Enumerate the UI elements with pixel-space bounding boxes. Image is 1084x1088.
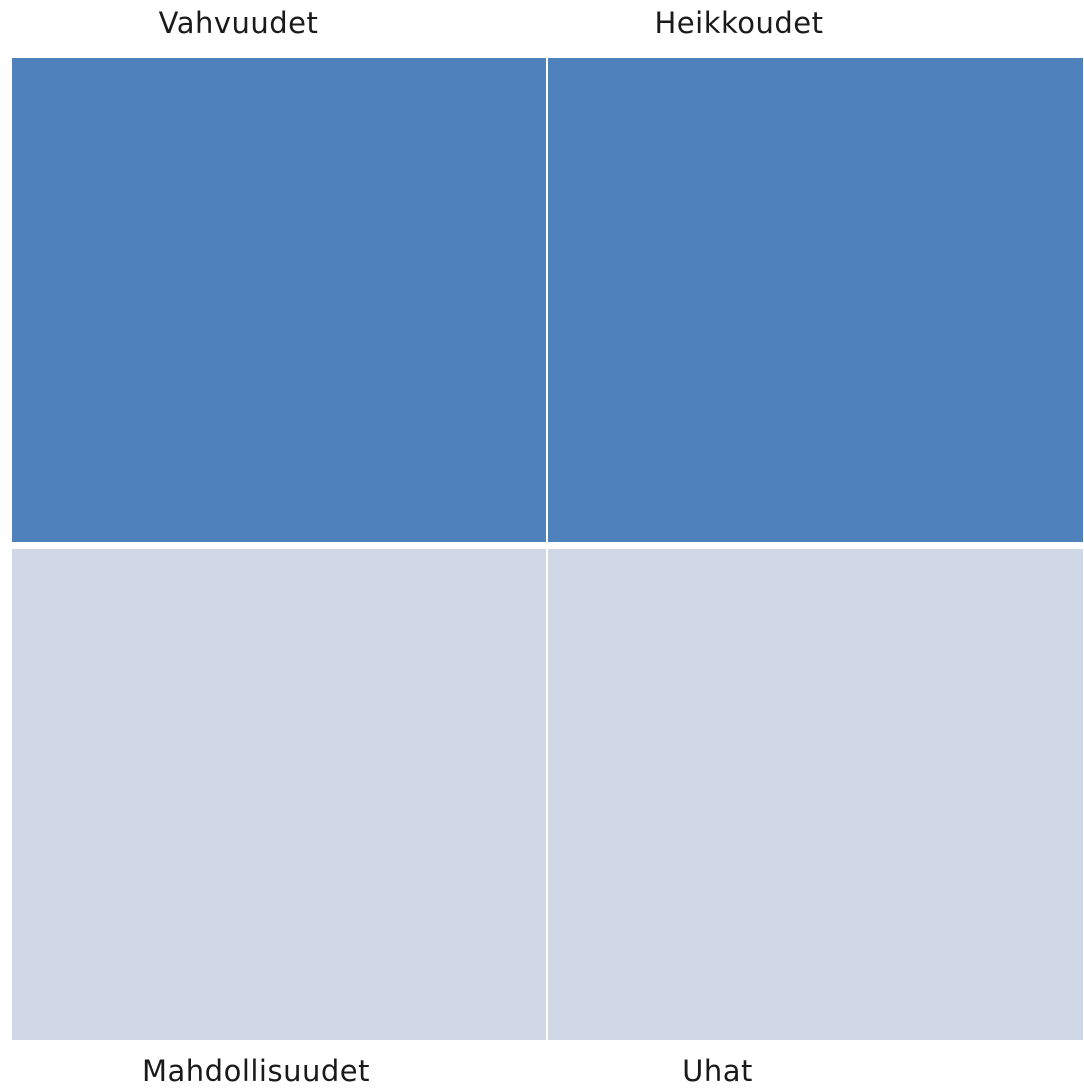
opportunities-quadrant [12,549,546,1040]
threats-quadrant [548,549,1083,1040]
strengths-quadrant [12,58,546,542]
opportunities-label: Mahdollisuudet [142,1054,370,1088]
threats-label: Uhat [682,1054,753,1088]
strengths-label: Vahvuudet [158,6,319,40]
weaknesses-label: Heikkoudet [654,6,824,40]
weaknesses-quadrant [548,58,1083,542]
